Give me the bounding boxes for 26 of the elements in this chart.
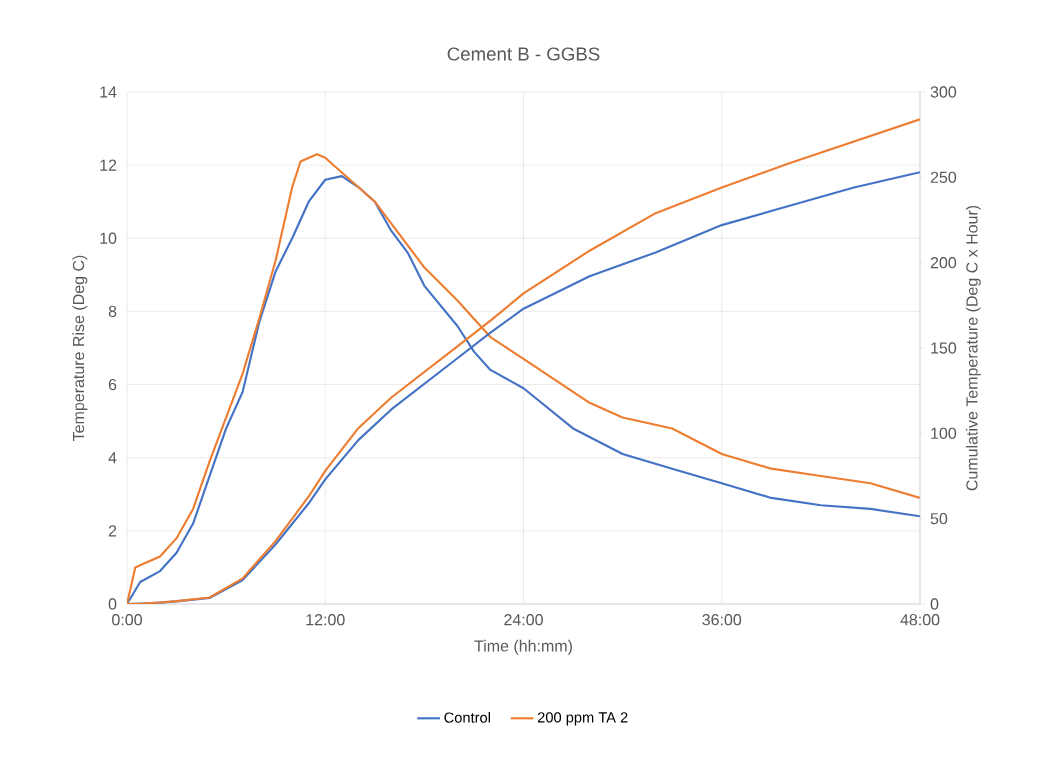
legend-label: Control <box>444 711 490 723</box>
x-tick-label: 36:00 <box>702 614 742 626</box>
y2-tick-label: 50 <box>930 513 948 525</box>
y2-tick-label: 100 <box>931 427 957 439</box>
legend-label: 200 ppm TA 2 <box>537 712 628 726</box>
x-tick-label: 0:00 <box>112 614 142 626</box>
chart-title: Cement B - GGBS <box>447 47 600 61</box>
x-tick-label: 24:00 <box>504 614 543 626</box>
y-tick-label: 0 <box>108 598 117 610</box>
x-tick-label: 48:00 <box>900 614 940 626</box>
x-axis-title: Time (hh:mm) <box>474 639 572 655</box>
y2-tick-label: 300 <box>930 86 957 98</box>
y-tick-label: 12 <box>100 159 117 171</box>
y-tick-label: 14 <box>100 86 117 98</box>
y-tick-label: 6 <box>108 378 117 391</box>
y2-tick-label: 250 <box>930 171 957 183</box>
y-tick-label: 4 <box>108 452 117 464</box>
x-tick-label: 12:00 <box>306 614 345 626</box>
y-tick-label: 8 <box>108 305 117 318</box>
y2-tick-label: 0 <box>930 598 939 610</box>
y-tick-label: 2 <box>108 525 117 537</box>
y2-axis-title: Cumulative Temperature (Deg C x Hour) <box>965 205 981 491</box>
y-tick-label: 10 <box>100 232 117 244</box>
y2-tick-label: 200 <box>930 257 957 269</box>
y2-tick-label: 150 <box>931 342 957 354</box>
y-axis-title: Temperature Rise (Deg C) <box>72 255 88 441</box>
